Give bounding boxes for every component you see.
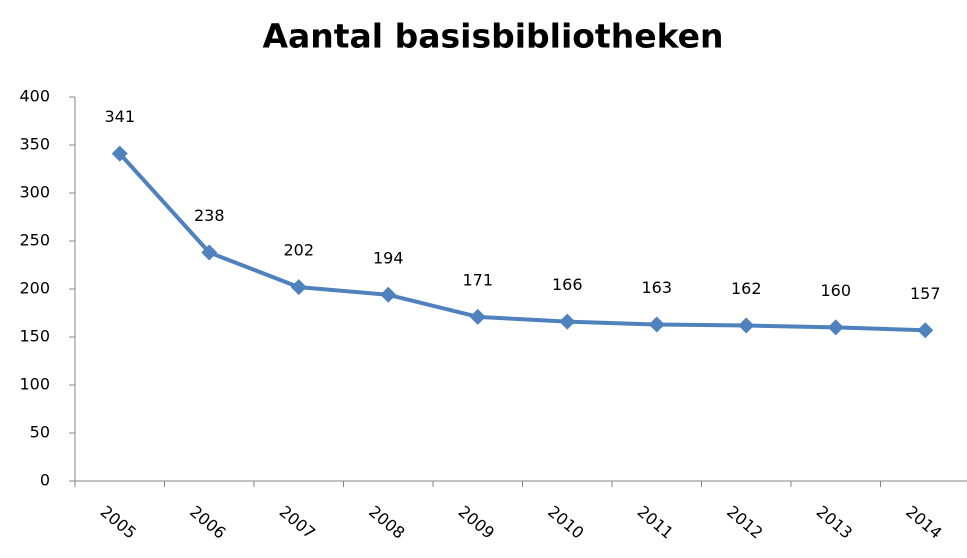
marker: [201, 244, 218, 261]
x-tick-label: 2008: [365, 502, 408, 543]
marker: [290, 279, 307, 296]
data-label: 202: [283, 241, 314, 260]
y-tick-label: 400: [19, 87, 50, 106]
data-label: 160: [820, 281, 851, 300]
marker: [469, 308, 486, 325]
chart-title: Aantal basisbibliotheken: [262, 17, 723, 56]
x-tick-label: 2012: [723, 502, 766, 543]
y-tick-label: 50: [30, 423, 50, 442]
marker: [111, 145, 128, 162]
x-tick-label: 2005: [97, 502, 140, 543]
y-tick-label: 250: [19, 231, 50, 250]
line: [118, 152, 926, 333]
marker: [738, 317, 755, 334]
y-tick-label: 150: [19, 327, 50, 346]
y-tick-label: 100: [19, 375, 50, 394]
x-tick-label: 2011: [634, 502, 677, 543]
data-label: 194: [373, 248, 404, 267]
data-label: 163: [641, 278, 672, 297]
marker: [559, 313, 576, 330]
x-tick-label: 2010: [544, 502, 587, 543]
x-tick-label: 2007: [276, 502, 319, 543]
marker: [380, 286, 397, 303]
y-tick-label: 350: [19, 135, 50, 154]
marker: [827, 319, 844, 336]
x-tick-label: 2014: [902, 502, 945, 543]
y-tick-label: 300: [19, 183, 50, 202]
y-tick-label: 0: [40, 471, 50, 490]
x-tick-label: 2013: [813, 502, 856, 543]
x-tick-label: 2009: [455, 502, 498, 543]
x-tick-label: 2006: [186, 502, 229, 543]
data-label: 341: [104, 107, 135, 126]
data-label: 238: [194, 206, 225, 225]
data-label: 162: [731, 279, 762, 298]
marker: [917, 322, 934, 339]
marker: [648, 316, 665, 333]
data-label: 157: [910, 284, 941, 303]
y-tick-label: 200: [19, 279, 50, 298]
data-label: 166: [552, 275, 583, 294]
data-label: 171: [462, 270, 493, 289]
